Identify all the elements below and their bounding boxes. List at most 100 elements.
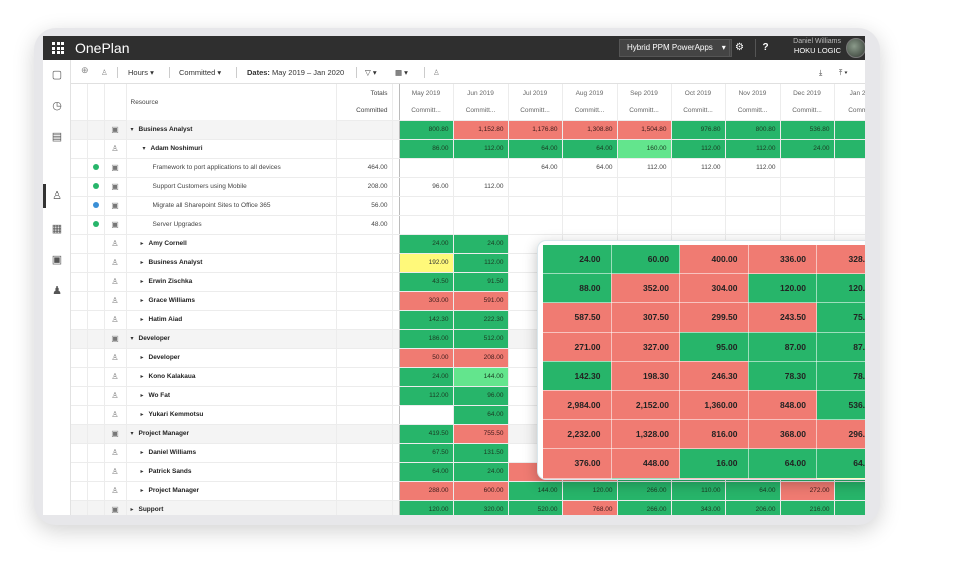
- month-cell[interactable]: [834, 177, 865, 197]
- zoom-cell[interactable]: 307.50: [610, 302, 680, 333]
- month-cell[interactable]: [725, 215, 781, 235]
- month-cell[interactable]: 64.00: [562, 139, 618, 159]
- month-cell[interactable]: 1,152.80: [453, 120, 509, 140]
- month-cell[interactable]: 96.00: [453, 386, 509, 406]
- month-cell[interactable]: 144.00: [508, 481, 563, 501]
- zoom-cell[interactable]: 75.50: [816, 302, 865, 333]
- month-cell[interactable]: 1,176.80: [508, 120, 563, 140]
- resources-icon[interactable]: ♙: [52, 190, 62, 202]
- zoom-cell[interactable]: 88.00: [542, 273, 612, 304]
- resource-name[interactable]: ▸ Business Analyst: [126, 253, 337, 273]
- resource-name[interactable]: ▸ Project Manager: [126, 481, 337, 501]
- month-cell[interactable]: 320.00: [453, 500, 509, 515]
- month-cell[interactable]: 64.00: [508, 158, 563, 178]
- month-cell[interactable]: [453, 215, 509, 235]
- resource-name[interactable]: ▸ Kono Kalakaua: [126, 367, 337, 387]
- table-row[interactable]: ▣ Support Customers using Mobile 208.00 96.…: [71, 177, 865, 197]
- table-row[interactable]: ▣ ▾ Business Analyst 800.80 1,152.80 1,176.80…: [71, 120, 865, 140]
- month-cell[interactable]: 110.00: [671, 481, 726, 501]
- month-cell[interactable]: 160.00: [617, 139, 672, 159]
- resource-name[interactable]: ▸ Daniel Williams: [126, 443, 337, 463]
- month-cell[interactable]: [508, 177, 563, 197]
- month-cell[interactable]: 91.50: [453, 272, 509, 292]
- month-cell[interactable]: 266.00: [617, 500, 672, 515]
- document-icon[interactable]: ▦: [51, 223, 63, 235]
- month-cell[interactable]: 112.00: [617, 158, 672, 178]
- month-cell[interactable]: 24.00: [399, 367, 454, 387]
- zoom-cell[interactable]: 16.00: [679, 448, 749, 479]
- people-icon[interactable]: ♙: [433, 68, 440, 77]
- month-cell[interactable]: 288.00: [399, 481, 454, 501]
- zoom-cell[interactable]: 848.00: [747, 389, 817, 421]
- table-row[interactable]: ▣ Framework to port applications to all d…: [71, 158, 865, 178]
- month-cell[interactable]: 343.00: [671, 500, 726, 515]
- add-icon[interactable]: ⊕: [81, 65, 89, 75]
- report-icon[interactable]: ▤: [51, 131, 63, 143]
- totals-header[interactable]: Totals: [336, 84, 393, 102]
- month-cell[interactable]: 64.00: [508, 139, 563, 159]
- table-row[interactable]: ♙ ▸ Amy Cornell 24.00 24.00: [71, 234, 865, 254]
- month-cell[interactable]: 67.50: [399, 443, 454, 463]
- download-icon[interactable]: ⤓: [819, 68, 823, 77]
- month-cell[interactable]: 222.30: [453, 310, 509, 330]
- zoom-cell[interactable]: 1,360.00: [679, 389, 749, 421]
- resource-name[interactable]: ▸ Grace Williams: [126, 291, 337, 311]
- month-cell[interactable]: [399, 158, 454, 178]
- month-header[interactable]: Jan 2020: [834, 84, 865, 102]
- month-cell[interactable]: 419.50: [399, 424, 454, 444]
- person-icon[interactable]: ♟: [52, 285, 62, 297]
- month-cell[interactable]: 768.00: [562, 500, 618, 515]
- month-cell[interactable]: 976.80: [671, 120, 726, 140]
- resource-name[interactable]: ▾ Business Analyst: [126, 120, 337, 140]
- zoom-cell[interactable]: 327.00: [610, 331, 680, 362]
- resource-name[interactable]: Server Upgrades: [126, 215, 337, 235]
- month-cell[interactable]: [399, 215, 454, 235]
- month-cell[interactable]: [780, 196, 835, 216]
- zoom-cell[interactable]: 271.00: [542, 331, 612, 362]
- resource-header[interactable]: Resource: [126, 84, 337, 120]
- month-cell[interactable]: [780, 158, 835, 178]
- resource-name[interactable]: ▾ Developer: [126, 329, 337, 349]
- resource-name[interactable]: ▾ Adam Noshimuri: [126, 139, 337, 159]
- month-cell[interactable]: 24.00: [453, 234, 509, 254]
- month-cell[interactable]: 512.00: [453, 329, 509, 349]
- month-cell[interactable]: [671, 196, 726, 216]
- expand-chevron-icon[interactable]: ▸: [140, 412, 144, 418]
- month-cell[interactable]: 120.00: [399, 500, 454, 515]
- month-cell[interactable]: 50.00: [399, 348, 454, 368]
- grid-options-icon[interactable]: ▦ ▾: [395, 68, 408, 77]
- dates-filter[interactable]: Dates: May 2019 – Jan 2020: [247, 68, 345, 77]
- month-cell[interactable]: 200.00: [834, 500, 865, 515]
- expand-chevron-icon[interactable]: ▾: [130, 431, 134, 437]
- table-row[interactable]: ♙ ▸ Project Manager 288.00 600.00 144.00 120.0…: [71, 481, 865, 501]
- month-cell[interactable]: [562, 196, 618, 216]
- month-cell[interactable]: [453, 196, 509, 216]
- resource-name[interactable]: ▸ Amy Cornell: [126, 234, 337, 254]
- resource-name[interactable]: Support Customers using Mobile: [126, 177, 337, 197]
- assign-icon[interactable]: ♙: [101, 68, 108, 77]
- month-cell[interactable]: 112.00: [453, 139, 509, 159]
- zoom-cell[interactable]: 216.00: [747, 477, 817, 479]
- zoom-cell[interactable]: 78.30: [747, 360, 817, 391]
- expand-chevron-icon[interactable]: ▸: [140, 488, 144, 494]
- month-cell[interactable]: 465.30: [834, 120, 865, 140]
- month-cell[interactable]: 112.00: [453, 253, 509, 273]
- month-cell[interactable]: [671, 215, 726, 235]
- month-cell[interactable]: 96.00: [399, 177, 454, 197]
- zoom-cell[interactable]: 400.00: [679, 243, 749, 275]
- briefcase-icon[interactable]: ▢: [51, 69, 63, 81]
- zoom-cell[interactable]: 64.00: [747, 448, 817, 479]
- month-cell[interactable]: 43.50: [399, 272, 454, 292]
- month-cell[interactable]: 800.80: [725, 120, 781, 140]
- resource-name[interactable]: ▸ Hatim Aiad: [126, 310, 337, 330]
- gear-icon[interactable]: ⚙: [729, 39, 749, 57]
- month-cell[interactable]: 64.00: [725, 481, 781, 501]
- zoom-cell[interactable]: 64.00: [816, 448, 865, 479]
- mode-dropdown[interactable]: Committed ▾: [179, 68, 222, 77]
- zoom-cell[interactable]: 120.00: [747, 273, 817, 304]
- month-header[interactable]: May 2019: [399, 84, 454, 102]
- zoom-cell[interactable]: 352.00: [610, 273, 680, 304]
- month-cell[interactable]: 64.00: [562, 158, 618, 178]
- month-cell[interactable]: 591.00: [453, 291, 509, 311]
- upload-icon[interactable]: ⤒ ▾: [839, 68, 848, 77]
